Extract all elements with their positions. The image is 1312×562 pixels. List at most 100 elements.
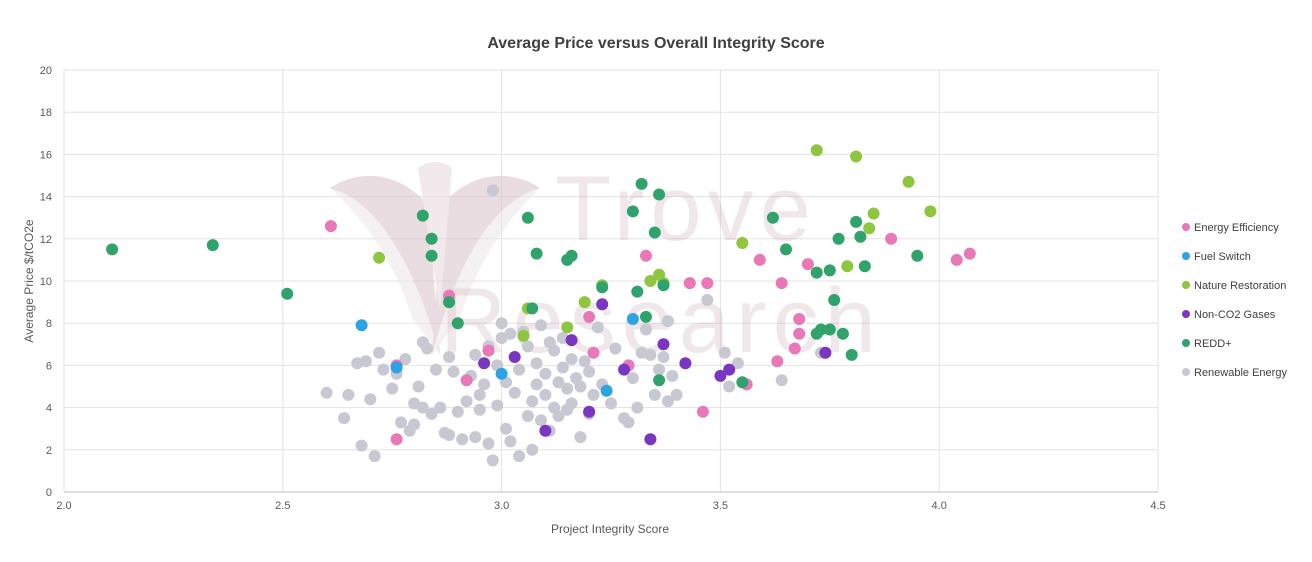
legend-item: Energy Efficiency [1182,222,1279,234]
data-point [810,266,823,279]
data-point [793,327,806,340]
data-point [486,454,499,467]
data-point [504,435,517,448]
data-point [425,407,438,420]
data-point [495,367,508,380]
data-point [644,275,657,287]
data-point [775,374,788,387]
data-point [447,365,460,378]
data-point [530,247,543,260]
data-point [530,378,543,391]
data-point [648,388,661,401]
data-point [626,313,639,325]
data-point [587,388,600,401]
legend-label: Non-CO2 Gases [1194,309,1276,321]
legend-marker [1182,223,1190,231]
data-point [661,395,674,408]
data-point [605,397,617,410]
data-point [491,399,504,412]
data-point [600,384,613,397]
data-point [815,323,827,336]
data-point [434,401,447,414]
data-point [583,365,596,378]
data-point [701,294,714,306]
data-point [574,380,587,393]
data-point [631,285,644,298]
data-point [850,215,863,228]
data-point [924,205,937,218]
data-point [696,405,709,418]
data-point [539,424,552,437]
legend-marker [1182,252,1190,260]
data-point [788,342,801,355]
data-point [451,317,464,330]
data-point [517,329,530,342]
legend: Energy Efficiency Fuel Switch Nature Resto… [1182,222,1287,379]
data-point [753,253,766,266]
x-tick-label: 2.5 [275,500,290,512]
data-point [850,150,863,163]
data-point [657,338,670,351]
data-point [373,251,386,264]
x-axis-label: Project Integrity Score [551,522,669,536]
data-point [596,298,609,311]
legend-marker [1182,281,1190,289]
data-point [556,361,569,374]
y-tick-label: 6 [46,360,52,372]
legend-item: Nature Restoration [1182,280,1286,292]
legend-label: Renewable Energy [1194,367,1287,379]
data-point [775,277,788,290]
x-tick-label: 3.5 [713,500,728,512]
watermark-line-1: Trove [555,158,817,260]
data-point [626,372,639,385]
data-point [443,351,456,363]
data-point [478,357,491,370]
legend-marker [1182,339,1190,347]
data-point [473,388,486,401]
y-tick-label: 8 [46,318,52,330]
legend-item: Fuel Switch [1182,251,1251,263]
data-point [526,302,539,315]
data-point [478,378,491,391]
data-point [867,207,880,220]
data-point [416,401,429,414]
data-point [482,437,495,450]
data-point [206,239,219,252]
watermark: Trove Research [330,158,876,372]
data-point [565,334,578,347]
data-point [495,317,508,330]
data-point [535,319,547,332]
data-point [565,353,578,366]
data-point [373,346,386,359]
data-point [583,405,596,418]
data-point [548,344,561,357]
data-point [836,327,849,340]
data-point [552,376,565,389]
data-point [386,382,399,395]
data-point [854,230,867,243]
data-point [482,344,495,357]
data-point [539,388,552,401]
data-point [661,315,674,328]
data-point [552,410,565,422]
data-point [526,443,539,456]
data-point [635,177,648,190]
data-point [845,348,858,361]
data-point [653,188,666,201]
data-point [771,355,784,368]
data-point [526,395,539,408]
data-point [828,294,841,306]
data-point [390,361,403,374]
data-point [513,450,526,463]
data-point [823,264,836,277]
data-point [578,355,591,368]
data-point [359,355,372,368]
data-point [640,310,652,323]
data-point [342,388,355,401]
data-point [425,249,438,262]
y-axis-ticks: 0 2 4 6 8 10 12 14 16 18 20 [40,65,52,499]
data-point [355,319,368,332]
data-point [718,346,731,359]
data-point [530,357,543,370]
series-non-co2-gases [478,298,832,446]
